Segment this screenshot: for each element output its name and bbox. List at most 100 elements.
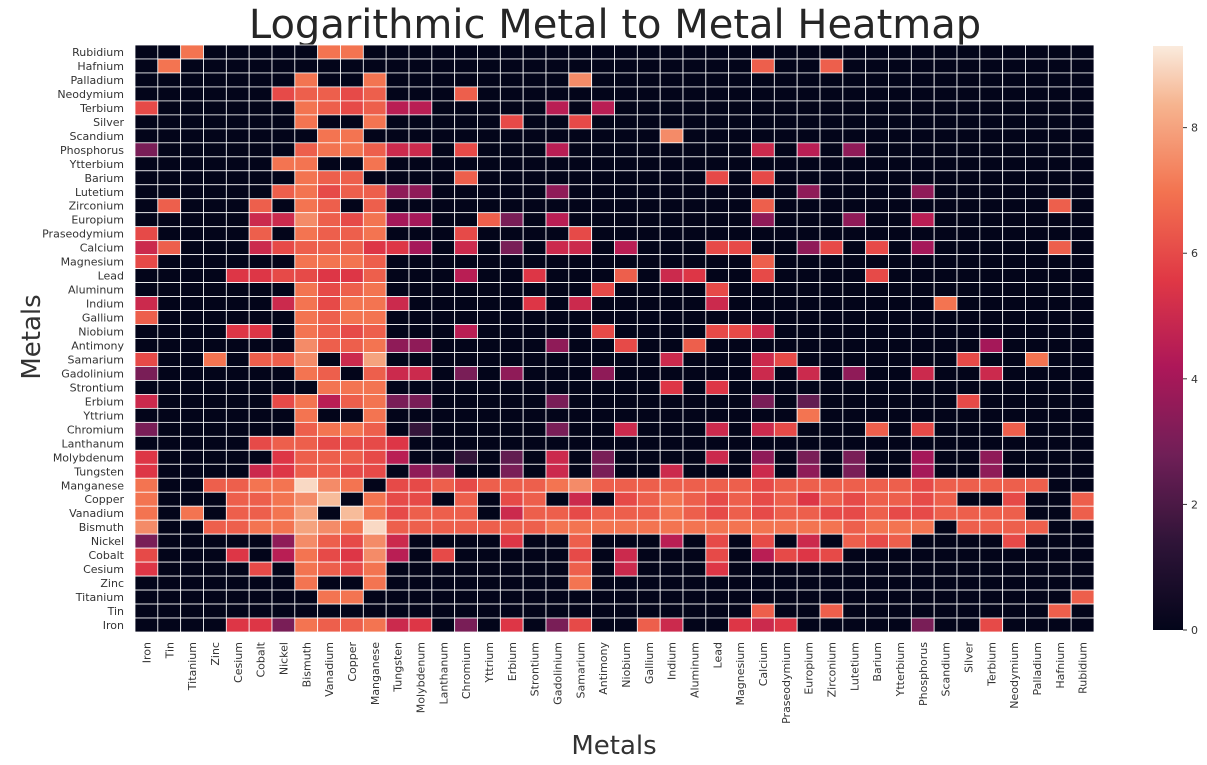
heatmap-cell <box>1002 617 1026 633</box>
heatmap-cell <box>659 324 684 339</box>
heatmap-cell <box>225 142 250 158</box>
heatmap-cell <box>659 58 684 74</box>
heatmap-cell <box>545 519 570 535</box>
heatmap-cell <box>682 463 707 479</box>
heatmap-cell <box>180 212 204 228</box>
heatmap-cell <box>340 184 364 200</box>
heatmap-cell <box>362 268 387 283</box>
heatmap-cell <box>636 310 661 325</box>
heatmap-cell <box>294 533 319 549</box>
heatmap-cell <box>271 86 296 102</box>
heatmap-cell <box>271 435 296 451</box>
heatmap-cell <box>1025 533 1049 549</box>
heatmap-cell <box>180 100 204 116</box>
heatmap-cell <box>317 86 341 102</box>
heatmap-cell <box>294 547 319 563</box>
heatmap-cell <box>568 519 593 535</box>
heatmap-cell <box>294 156 319 172</box>
heatmap-cell <box>659 184 684 200</box>
heatmap-cell <box>545 491 570 507</box>
x-tick-label: Vanadium <box>323 642 336 697</box>
heatmap-cell <box>522 435 547 451</box>
heatmap-cell <box>682 58 707 74</box>
heatmap-cell <box>659 352 684 367</box>
heatmap-cell <box>340 282 364 297</box>
heatmap-cell <box>1002 491 1026 507</box>
heatmap-cell <box>157 449 182 465</box>
heatmap-cell <box>1002 268 1026 283</box>
heatmap-cell <box>522 100 547 116</box>
heatmap-cell <box>1047 366 1072 381</box>
heatmap-cell <box>636 184 661 200</box>
heatmap-cell <box>910 366 935 381</box>
heatmap-cell <box>477 226 501 242</box>
heatmap-cell <box>659 477 684 493</box>
heatmap-cell <box>568 533 593 549</box>
heatmap-cell <box>659 310 684 325</box>
heatmap-cell <box>910 561 935 577</box>
heatmap-cell <box>682 170 707 186</box>
heatmap-cell <box>248 519 273 535</box>
heatmap-cell <box>568 561 593 577</box>
heatmap-cell <box>1047 282 1072 297</box>
heatmap-cell <box>910 170 935 186</box>
heatmap-cell <box>545 338 570 353</box>
heatmap-cell <box>568 240 593 256</box>
heatmap-cell <box>248 86 273 102</box>
heatmap-cell <box>728 58 752 74</box>
heatmap-cell <box>431 561 456 577</box>
heatmap-cell <box>431 86 456 102</box>
heatmap-cell <box>180 240 204 256</box>
heatmap-cell <box>682 184 707 200</box>
heatmap-cell <box>659 44 684 60</box>
heatmap-cell <box>545 463 570 479</box>
heatmap-cell <box>910 268 935 283</box>
heatmap-cell <box>362 449 387 465</box>
heatmap-cell <box>522 477 547 493</box>
heatmap-cell <box>362 407 387 423</box>
heatmap-cell <box>910 296 935 311</box>
heatmap-cell <box>636 491 661 507</box>
heatmap-cell <box>614 86 638 102</box>
heatmap-cell <box>705 58 730 74</box>
heatmap-cell <box>1002 505 1026 521</box>
heatmap-cell <box>773 310 798 325</box>
heatmap-cell <box>454 463 478 479</box>
heatmap-cell <box>157 338 182 353</box>
heatmap-cell <box>248 589 273 605</box>
heatmap-cell <box>591 575 615 591</box>
heatmap-cell <box>454 575 478 591</box>
heatmap-cell <box>591 198 615 214</box>
heatmap-cell <box>773 463 798 479</box>
heatmap-cell <box>340 449 364 465</box>
heatmap-cell <box>180 603 204 619</box>
heatmap-cell <box>1047 324 1072 339</box>
heatmap-cell <box>979 212 1004 228</box>
x-tick-label: Praseodymium <box>780 642 793 724</box>
heatmap-cell <box>796 421 821 437</box>
heatmap-cell <box>248 561 273 577</box>
heatmap-cell <box>340 491 364 507</box>
heatmap-cell <box>796 575 821 591</box>
heatmap-cell <box>454 296 478 311</box>
heatmap-cell <box>819 561 844 577</box>
heatmap-cell <box>865 533 889 549</box>
heatmap-cell <box>796 449 821 465</box>
heatmap-cell <box>842 254 867 270</box>
heatmap-cell <box>248 477 273 493</box>
heatmap-cell <box>591 170 615 186</box>
heatmap-cell <box>180 254 204 270</box>
heatmap-cell <box>271 296 296 311</box>
heatmap-cell <box>477 547 501 563</box>
heatmap-cell <box>591 296 615 311</box>
heatmap-cell <box>477 142 501 158</box>
heatmap-cell <box>796 338 821 353</box>
heatmap-cell <box>203 114 227 130</box>
heatmap-cell <box>385 282 410 297</box>
heatmap-cell <box>134 114 159 130</box>
heatmap-cell <box>362 128 387 144</box>
heatmap-cell <box>1070 58 1095 74</box>
heatmap-cell <box>134 617 159 633</box>
heatmap-cell <box>545 449 570 465</box>
heatmap-cell <box>271 393 296 409</box>
